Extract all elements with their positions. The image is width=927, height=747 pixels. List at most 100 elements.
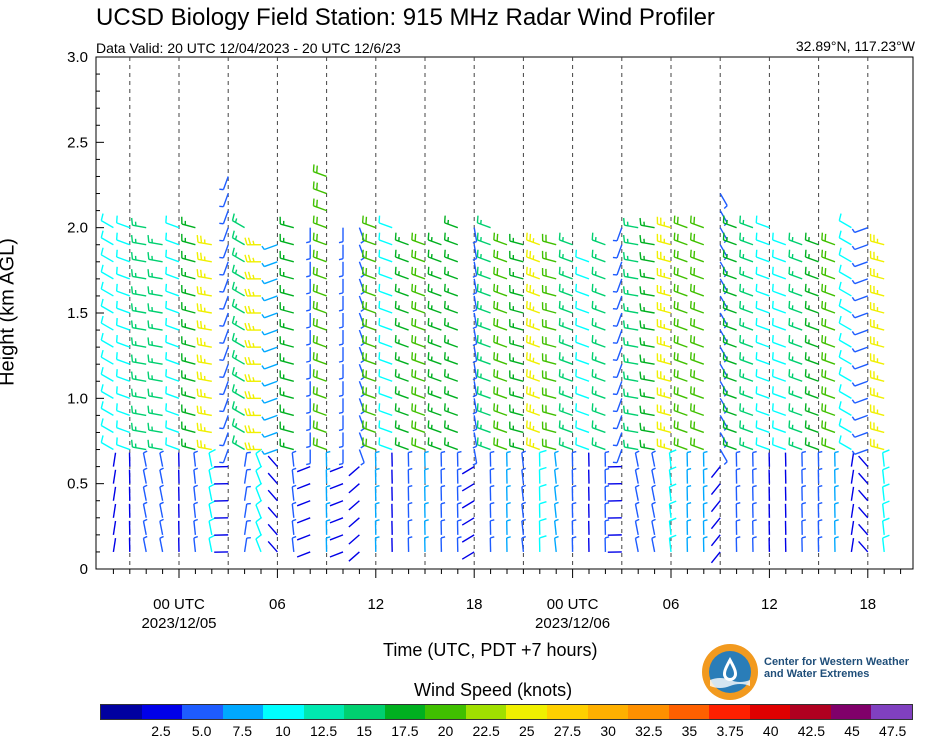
- wind-barb-flag: [165, 386, 168, 394]
- wind-barb-flag: [788, 249, 791, 258]
- wind-barb-flag: [676, 370, 679, 378]
- wind-barb-flag: [771, 352, 774, 360]
- wind-barb: [493, 324, 508, 331]
- wind-barb-flag: [100, 332, 104, 341]
- wind-barb: [553, 503, 557, 518]
- wind-barb: [858, 489, 869, 502]
- wind-barb-half-flag: [292, 484, 297, 488]
- wind-barb-flag: [427, 403, 430, 411]
- wind-barb: [509, 240, 524, 246]
- wind-barb-flag: [316, 267, 318, 276]
- wind-barb: [881, 520, 885, 535]
- wind-barb-flag: [443, 386, 446, 394]
- wind-barb: [477, 358, 491, 365]
- wind-barb-flag: [115, 283, 118, 292]
- wind-barb-flag: [147, 252, 150, 260]
- wind-barb: [159, 503, 164, 518]
- wind-barb-half-flag: [424, 502, 429, 505]
- wind-barb: [838, 407, 852, 417]
- wind-barb-flag: [882, 500, 890, 505]
- wind-barb: [624, 241, 639, 246]
- wind-barb-flag: [673, 403, 676, 411]
- wind-barb-flag: [493, 249, 496, 258]
- wind-barb: [280, 411, 294, 417]
- wind-barb: [100, 339, 114, 348]
- wind-barb: [723, 239, 737, 246]
- wind-barb-half-flag: [338, 258, 344, 261]
- wind-barb-flag: [414, 387, 417, 395]
- wind-barb-flag: [639, 286, 642, 294]
- wind-barb: [575, 358, 590, 365]
- wind-barb-flag: [771, 283, 774, 292]
- wind-barb-half-flag: [360, 445, 365, 449]
- wind-barb: [521, 537, 525, 553]
- wind-barb: [378, 290, 393, 297]
- wind-barb-flag: [575, 300, 578, 309]
- wind-barb-flag: [115, 437, 118, 445]
- wind-barb: [181, 428, 196, 434]
- wind-barb: [100, 390, 114, 399]
- wind-barb-flag: [414, 267, 417, 276]
- wind-barb: [116, 409, 131, 417]
- wind-barb-half-flag: [572, 467, 577, 471]
- wind-barb: [575, 273, 590, 280]
- wind-barb-flag: [247, 408, 252, 416]
- wind-barb-flag: [378, 437, 381, 445]
- wind-barb-flag: [673, 386, 676, 394]
- wind-barb-flag: [639, 337, 642, 345]
- wind-barb-half-flag: [261, 245, 265, 250]
- wind-barb: [772, 307, 787, 314]
- wind-barb-half-flag: [338, 428, 344, 432]
- wind-barb-flag: [115, 317, 118, 326]
- wind-barb: [640, 412, 655, 417]
- wind-barb: [444, 273, 459, 280]
- wind-barb: [838, 237, 852, 246]
- wind-barb: [291, 503, 295, 518]
- wind-barb: [674, 409, 688, 417]
- wind-barb: [132, 395, 147, 400]
- wind-barb-half-flag: [338, 275, 344, 278]
- wind-barb-half-flag: [686, 450, 692, 454]
- wind-barb-flag: [208, 448, 216, 454]
- wind-barb-half-flag: [440, 502, 446, 505]
- wind-barb-flag: [882, 483, 890, 488]
- wind-barb: [624, 446, 639, 451]
- wind-barb: [542, 376, 557, 382]
- wind-barb: [378, 239, 393, 246]
- wind-barb-half-flag: [736, 536, 741, 539]
- wind-barb: [616, 278, 623, 293]
- wind-barb: [640, 395, 655, 400]
- wind-barb: [509, 428, 524, 434]
- wind-barb: [854, 448, 869, 455]
- wind-barb-half-flag: [234, 252, 238, 257]
- wind-barb: [690, 409, 705, 417]
- wind-barb-flag: [365, 353, 368, 361]
- wind-barb: [723, 222, 737, 229]
- wind-barb-half-flag: [252, 240, 255, 245]
- wind-barb-flag: [496, 285, 499, 293]
- wind-barb: [193, 503, 197, 518]
- wind-barb-half-flag: [360, 342, 365, 347]
- x-tick-date: 2023/12/06: [535, 615, 610, 632]
- wind-barb: [477, 444, 491, 451]
- wind-barb: [313, 375, 327, 382]
- wind-barb-half-flag: [818, 536, 823, 539]
- wind-barb: [165, 256, 180, 263]
- wind-barb-half-flag: [572, 536, 577, 539]
- wind-barb: [222, 295, 229, 310]
- wind-barb: [674, 375, 688, 382]
- wind-barb: [362, 307, 377, 314]
- wind-barb: [267, 472, 278, 485]
- wind-barb-half-flag: [604, 519, 610, 522]
- wind-barb: [651, 538, 656, 553]
- wind-barb: [575, 427, 590, 434]
- wind-barb-half-flag: [261, 399, 265, 404]
- wind-barb: [624, 412, 639, 417]
- wind-barb: [461, 500, 475, 509]
- wind-barb: [148, 309, 163, 314]
- wind-barb-flag: [788, 266, 791, 275]
- wind-barb: [640, 378, 655, 382]
- wind-barb-half-flag: [193, 450, 198, 454]
- colorbar-swatch: [465, 705, 507, 719]
- wind-barb-flag: [525, 300, 528, 309]
